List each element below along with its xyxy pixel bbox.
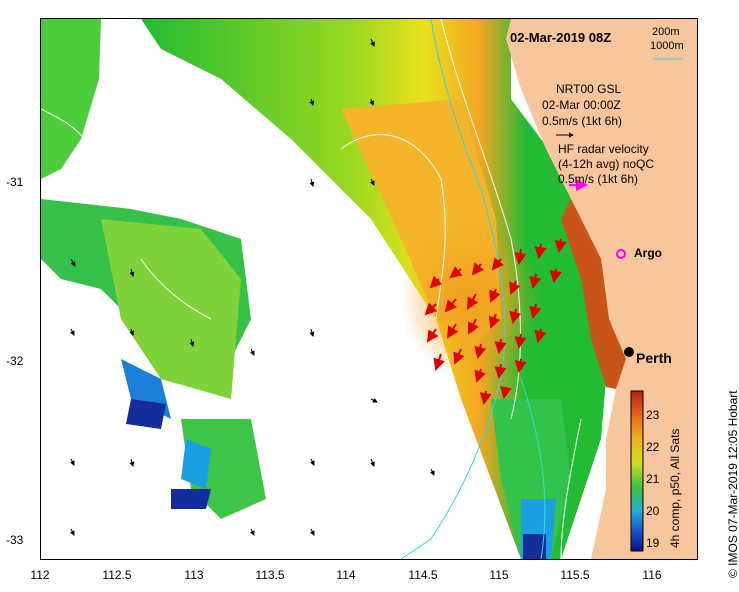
model-current-arrows [69,38,435,536]
y-tick: -31 [6,175,24,189]
radar-legend-line2: (4-12h avg) noQC [558,157,655,171]
model-legend-line2: 02-Mar 00:00Z [542,98,621,112]
x-tick: 115 [489,568,509,582]
x-tick: 112.5 [102,568,132,582]
city-label: Perth [636,350,672,366]
perth-marker [624,347,634,357]
coastal-warm-strip [561,199,626,389]
y-tick: -33 [6,533,24,547]
x-tick: 116 [642,568,662,582]
argo-label: Argo [634,246,662,260]
map-frame [40,18,698,560]
sst-map [41,19,697,559]
colorbar-caption: 4h comp, p50, All Sats [668,428,682,548]
radar-legend-line1: HF radar velocity [558,142,649,156]
colorbar-tick: 20 [646,504,660,518]
model-legend-line3: 0.5m/s (1kt 6h) [542,114,623,128]
colorbar-tick: 22 [646,440,660,454]
land [506,19,697,559]
radar-current-arrows [424,238,567,405]
colorbar-tick: 21 [646,472,660,486]
x-tick: 114.5 [408,568,438,582]
y-tick: -32 [6,354,24,368]
colorbar-tick: 23 [646,408,660,422]
credit-text: © IMOS 07-Mar-2019 12:05 Hobart [726,390,739,578]
radar-legend-line3: 0.5m/s (1kt 6h) [558,172,639,186]
colorbar [630,390,644,552]
sst-field [41,19,611,559]
depth-label-200m: 200m [652,26,680,38]
map-title: 02-Mar-2019 08Z [510,30,612,45]
x-tick: 113 [184,568,204,582]
argo-marker [616,249,626,259]
depth-label-1000m: 1000m [650,40,684,52]
x-tick: 114 [336,568,356,582]
x-tick: 115.5 [560,568,590,582]
colorbar-tick: 19 [646,536,660,550]
x-tick: 112 [30,568,50,582]
x-tick: 113.5 [255,568,285,582]
model-legend-line1: NRT00 GSL [556,82,622,96]
